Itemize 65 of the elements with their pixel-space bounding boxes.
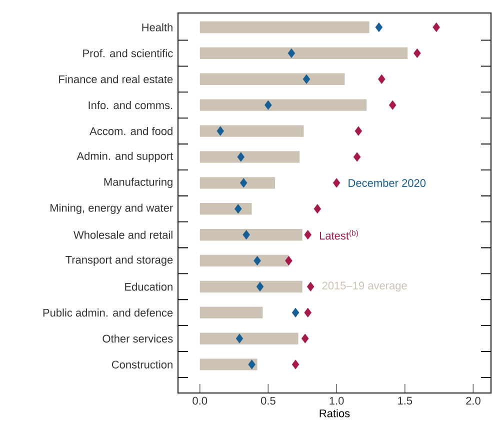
x-axis-title: Ratios — [320, 409, 350, 418]
point — [388, 100, 396, 110]
point — [264, 100, 272, 110]
y-tick-label: Construction — [112, 360, 172, 369]
point — [234, 204, 242, 214]
point — [302, 74, 310, 84]
y-tick-label: Accom. and food — [90, 126, 172, 136]
x-tick-label: 1.5 — [398, 396, 412, 405]
bar — [200, 280, 302, 292]
x-tick-label: 1.0 — [330, 396, 344, 405]
point — [432, 22, 440, 32]
bar — [200, 99, 367, 111]
series-label: 2015–19 average — [322, 282, 407, 292]
point — [332, 178, 340, 188]
point — [306, 282, 314, 292]
y-tick-label: Health — [142, 23, 172, 32]
bar — [200, 358, 258, 370]
y-tick-label: Admin. and support — [76, 152, 174, 162]
y-tick-label: Mining, energy and water — [50, 204, 173, 214]
x-tick-label: 2.0 — [466, 396, 480, 405]
bar — [200, 73, 345, 85]
y-tick-label: Prof. and scientific — [83, 49, 173, 58]
point — [292, 308, 300, 318]
y-tick-label: Wholesale and retail — [74, 230, 172, 239]
point — [242, 230, 250, 240]
bar — [200, 228, 302, 241]
x-tick-label: 0.5 — [261, 396, 276, 405]
bar — [200, 125, 304, 137]
point — [237, 152, 245, 162]
bar — [200, 151, 300, 163]
point — [375, 22, 383, 32]
bar — [200, 47, 408, 60]
bar — [200, 177, 276, 189]
y-tick-label: Other services — [102, 334, 173, 343]
y-tick-label: Manufacturing — [104, 178, 172, 188]
point — [354, 126, 362, 136]
point — [288, 48, 296, 58]
y-tick-label: Transport and storage — [66, 256, 173, 266]
text: December 2020 — [348, 178, 426, 187]
point — [301, 334, 309, 344]
point — [314, 204, 322, 214]
bar — [200, 306, 263, 318]
point — [378, 74, 386, 84]
point — [304, 308, 312, 318]
bar — [200, 21, 370, 34]
point — [353, 152, 361, 162]
point — [240, 178, 248, 188]
y-tick-label: Finance and real estate — [59, 75, 173, 84]
bar — [200, 332, 298, 344]
x-tick-label: 0.0 — [192, 396, 208, 405]
point — [256, 282, 264, 292]
y-tick-label: Public admin. and defence — [43, 308, 173, 317]
bar — [200, 254, 289, 267]
point — [304, 230, 312, 240]
point — [216, 126, 224, 136]
point — [414, 48, 421, 58]
bar — [200, 203, 252, 215]
y-tick-label: Education — [125, 282, 172, 291]
point — [292, 360, 300, 370]
point — [285, 256, 292, 266]
y-tick-label: Info. and comms. — [88, 101, 172, 110]
point — [248, 360, 256, 370]
point — [254, 256, 261, 266]
series-label: Latest$^{(b)}$ — [320, 230, 358, 240]
point — [236, 334, 244, 344]
